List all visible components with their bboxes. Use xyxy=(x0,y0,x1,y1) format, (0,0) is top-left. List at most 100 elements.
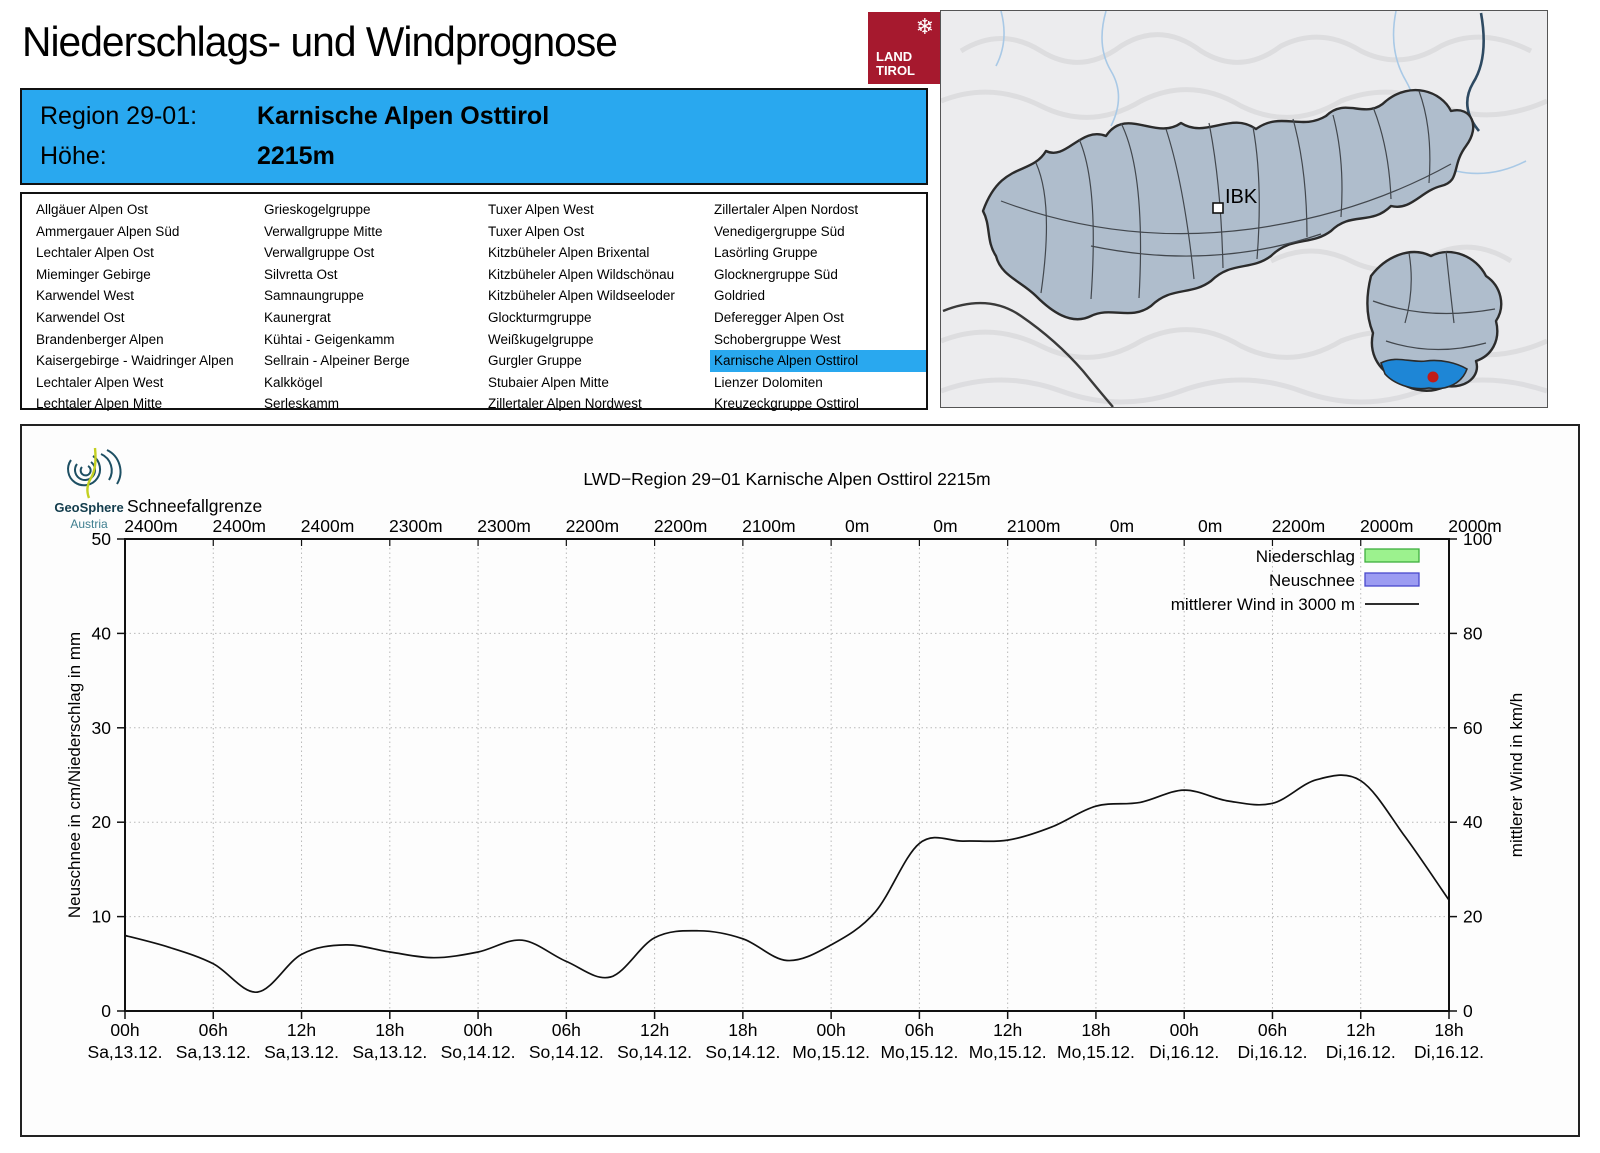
region-list-item[interactable]: Goldried xyxy=(714,288,766,304)
map-region-east-tirol xyxy=(1366,250,1503,392)
region-list-item[interactable]: Verwallgruppe Ost xyxy=(264,245,375,261)
y-left-tick-label: 50 xyxy=(92,529,112,549)
altitude-label: Höhe: xyxy=(40,142,107,170)
y-left-tick-label: 0 xyxy=(101,1001,111,1021)
snowline-value: 2000m xyxy=(1360,516,1414,536)
x-tick-date: Di,16.12. xyxy=(1237,1042,1307,1062)
snowline-value: 2200m xyxy=(1272,516,1326,536)
snowline-value: 2200m xyxy=(566,516,620,536)
x-tick-date: Mo,15.12. xyxy=(880,1042,958,1062)
region-list-item[interactable]: Lechtaler Alpen Ost xyxy=(36,245,154,261)
region-list-item[interactable]: Kitzbüheler Alpen Brixental xyxy=(488,245,650,261)
region-list-item[interactable]: Samnaungruppe xyxy=(264,288,364,304)
region-list-item[interactable]: Kalkkögel xyxy=(264,374,323,390)
region-list-item[interactable]: Lechtaler Alpen Mitte xyxy=(36,396,163,412)
y-right-tick-label: 40 xyxy=(1463,812,1483,832)
x-tick-date: Sa,13.12. xyxy=(264,1042,339,1062)
region-list-item[interactable]: Stubaier Alpen Mitte xyxy=(488,374,609,390)
x-tick-date: So,14.12. xyxy=(617,1042,692,1062)
region-list-item[interactable]: Serleskamm xyxy=(264,396,340,412)
legend-swatch-2 xyxy=(1364,572,1420,587)
y-right-tick-label: 100 xyxy=(1463,529,1492,549)
map-region-highlight-karnische-alpen[interactable] xyxy=(1380,358,1468,390)
region-list-item[interactable]: Silvretta Ost xyxy=(264,266,338,282)
snowline-value: 2000m xyxy=(1448,516,1502,536)
region-list-item[interactable]: Zillertaler Alpen Nordwest xyxy=(488,396,642,412)
altitude-value: 2215m xyxy=(256,142,335,170)
region-list-item[interactable]: Mieminger Gebirge xyxy=(36,266,151,282)
svg-text:Austria: Austria xyxy=(70,517,108,531)
land-tirol-logo: ❄ LAND TIROL xyxy=(868,12,940,84)
x-tick-date: So,14.12. xyxy=(705,1042,780,1062)
region-list-item[interactable]: Venedigergruppe Süd xyxy=(714,223,845,239)
x-tick-date: Sa,13.12. xyxy=(88,1042,163,1062)
region-list-item[interactable]: Karwendel West xyxy=(36,288,135,304)
region-list-item[interactable]: Gurgler Gruppe xyxy=(488,353,582,369)
region-list-item[interactable]: Karnische Alpen Osttirol xyxy=(710,350,926,372)
x-tick-date: Mo,15.12. xyxy=(969,1042,1047,1062)
region-list-item[interactable]: Tuxer Alpen West xyxy=(488,202,594,217)
region-list-item[interactable]: Brandenberger Alpen xyxy=(36,331,164,347)
region-list-item[interactable]: Schobergruppe West xyxy=(714,331,841,347)
region-list-item[interactable]: Kreuzeckgruppe Osttirol xyxy=(714,396,859,412)
snowline-value: 0m xyxy=(1110,516,1134,536)
region-list-item[interactable]: Lechtaler Alpen West xyxy=(36,374,164,390)
tirol-overview-map: IBK xyxy=(940,10,1549,408)
tirol-eagle-icon: ❄ xyxy=(915,14,934,39)
x-tick-time: 12h xyxy=(287,1020,316,1040)
x-tick-date: Mo,15.12. xyxy=(792,1042,870,1062)
x-tick-time: 12h xyxy=(993,1020,1022,1040)
x-tick-time: 00h xyxy=(110,1020,139,1040)
region-list-item[interactable]: Kitzbüheler Alpen Wildschönau xyxy=(488,266,675,282)
region-list-item[interactable]: Karwendel Ost xyxy=(36,309,125,325)
x-tick-time: 06h xyxy=(199,1020,228,1040)
y-right-tick-label: 0 xyxy=(1463,1001,1473,1021)
x-tick-time: 12h xyxy=(640,1020,669,1040)
y-right-axis-title: mittlerer Wind in km/h xyxy=(1507,693,1526,857)
region-list-item[interactable]: Grieskogelgruppe xyxy=(264,202,371,217)
region-list-item[interactable]: Glocknergruppe Süd xyxy=(714,266,838,282)
forecast-point-marker xyxy=(1427,371,1439,383)
region-list-item[interactable]: Kaisergebirge - Waidringer Alpen xyxy=(36,353,234,369)
x-tick-time: 00h xyxy=(463,1020,492,1040)
ibk-label: IBK xyxy=(1225,186,1258,208)
y-left-tick-label: 20 xyxy=(92,812,112,832)
y-right-tick-label: 20 xyxy=(1463,907,1483,927)
x-tick-time: 00h xyxy=(1170,1020,1199,1040)
state-border-sw xyxy=(942,301,1114,408)
y-left-axis-title: Neuschnee in cm/Niederschlag in mm xyxy=(65,632,84,918)
y-right-tick-label: 60 xyxy=(1463,718,1483,738)
snowline-value: 2200m xyxy=(654,516,708,536)
y-left-tick-label: 10 xyxy=(92,907,112,927)
x-tick-time: 00h xyxy=(817,1020,846,1040)
snowline-value: 0m xyxy=(1198,516,1222,536)
region-list-item[interactable]: Deferegger Alpen Ost xyxy=(714,309,844,325)
svg-text:GeoSphere: GeoSphere xyxy=(54,500,123,515)
ibk-marker: IBK xyxy=(1212,186,1258,214)
region-list-item[interactable]: Verwallgruppe Mitte xyxy=(264,223,383,239)
region-list-item[interactable]: Glockturmgruppe xyxy=(488,309,592,325)
region-list-item[interactable]: Tuxer Alpen Ost xyxy=(488,223,585,239)
forecast-chart-panel: GeoSphere Austria LWD−Region 29−01 Karni… xyxy=(20,424,1580,1137)
region-label: Region 29-01: xyxy=(40,102,198,130)
region-list-item[interactable]: Allgäuer Alpen Ost xyxy=(36,202,148,217)
region-list-item[interactable]: Ammergauer Alpen Süd xyxy=(36,223,180,239)
snowline-label: Schneefallgrenze xyxy=(127,496,262,516)
region-list-item[interactable]: Kaunergrat xyxy=(264,309,331,325)
x-tick-date: Sa,13.12. xyxy=(352,1042,427,1062)
x-tick-date: Di,16.12. xyxy=(1414,1042,1484,1062)
wind-line xyxy=(124,774,1450,993)
region-list-item[interactable]: Lienzer Dolomiten xyxy=(714,374,823,390)
region-list-item[interactable]: Sellrain - Alpeiner Berge xyxy=(264,353,410,369)
region-list-item[interactable]: Zillertaler Alpen Nordost xyxy=(714,202,859,217)
x-tick-time: 06h xyxy=(905,1020,934,1040)
x-tick-time: 06h xyxy=(1258,1020,1287,1040)
snowline-value: 2300m xyxy=(477,516,531,536)
map-svg: IBK xyxy=(940,10,1549,408)
region-list-item[interactable]: Weißkugelgruppe xyxy=(488,331,594,347)
region-list-item[interactable]: Kühtai - Geigenkamm xyxy=(264,331,395,347)
region-name: Karnische Alpen Osttirol xyxy=(256,102,550,130)
region-list-item[interactable]: Kitzbüheler Alpen Wildseeloder xyxy=(488,288,675,304)
page-title: Niederschlags- und Windprognose xyxy=(22,18,618,65)
region-list-item[interactable]: Lasörling Gruppe xyxy=(714,245,818,261)
